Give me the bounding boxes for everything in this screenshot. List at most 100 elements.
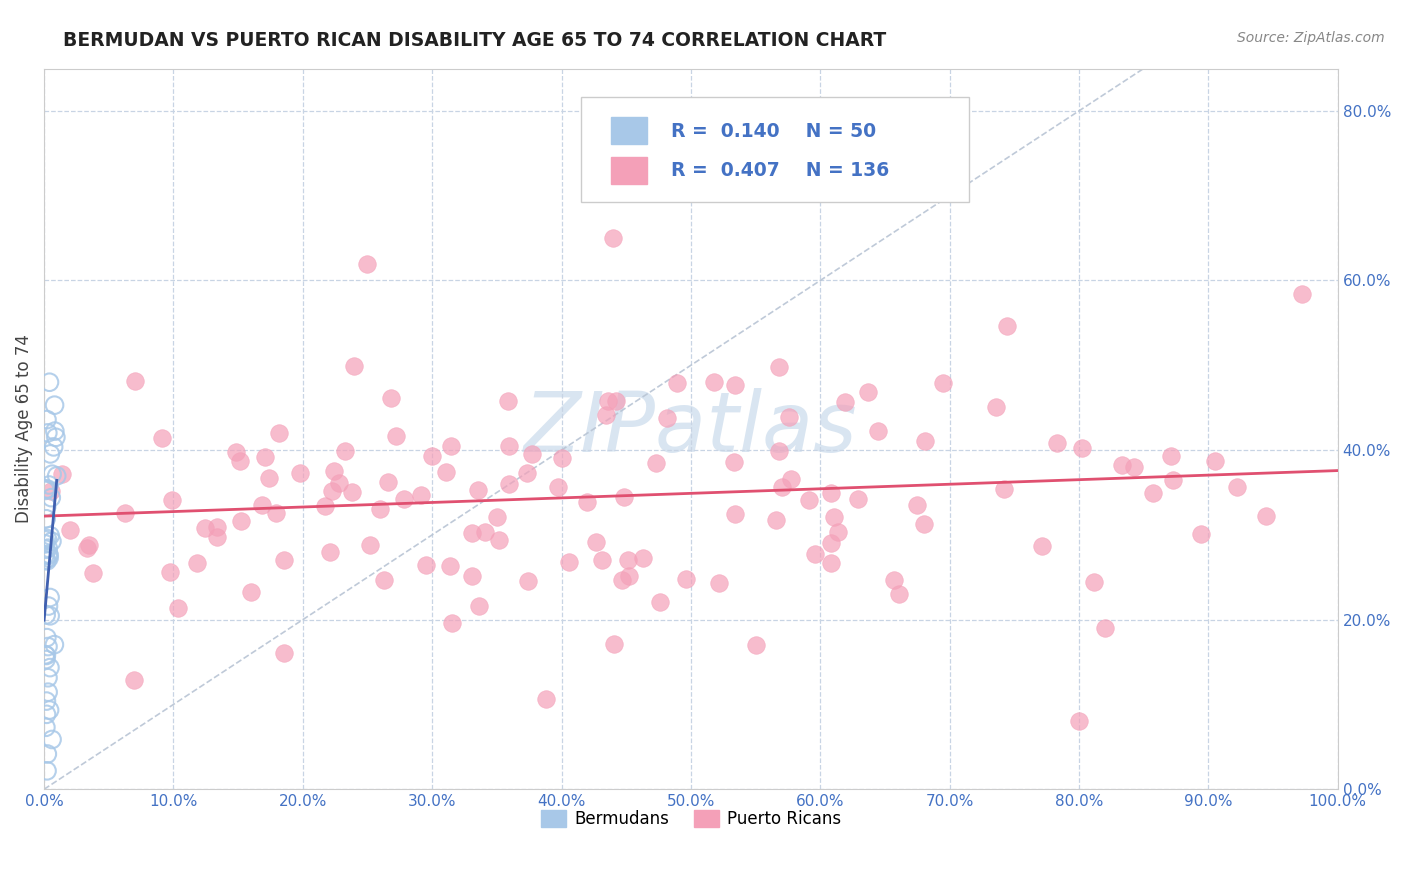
Point: [1204, 454, 1226, 468]
Point: [420, 450, 443, 464]
Point: [37, 482, 59, 496]
Point: [35, 648, 58, 663]
Point: [38, 478, 60, 492]
Point: [343, 359, 366, 374]
Point: [264, 506, 287, 520]
Point: [288, 466, 311, 480]
Point: [834, 395, 856, 409]
Point: [575, 495, 598, 509]
Point: [723, 455, 745, 469]
Point: [411, 488, 433, 502]
Point: [595, 408, 617, 422]
Point: [37, 532, 59, 546]
Point: [225, 445, 247, 459]
Point: [703, 375, 725, 389]
Point: [415, 558, 437, 572]
Point: [342, 485, 364, 500]
Point: [38, 376, 60, 390]
Point: [59, 523, 82, 537]
Point: [610, 573, 633, 587]
Point: [37, 541, 59, 556]
Point: [79, 538, 101, 552]
Point: [42, 440, 65, 454]
Point: [804, 547, 827, 561]
Point: [35, 412, 58, 426]
Point: [45, 430, 67, 444]
Point: [485, 510, 508, 524]
Point: [1070, 442, 1092, 456]
Point: [229, 453, 252, 467]
Point: [328, 476, 350, 491]
Point: [547, 480, 569, 494]
Point: [932, 376, 955, 390]
Point: [914, 434, 936, 449]
Point: [159, 565, 181, 579]
Point: [205, 519, 228, 533]
Point: [498, 476, 520, 491]
Point: [273, 646, 295, 660]
Point: [35, 512, 58, 526]
Point: [380, 391, 402, 405]
Point: [39, 447, 62, 461]
Point: [440, 439, 463, 453]
Point: [797, 493, 820, 508]
Point: [253, 450, 276, 464]
Point: [35, 707, 58, 722]
Point: [460, 569, 482, 583]
Point: [41, 732, 63, 747]
Point: [1094, 621, 1116, 635]
Point: [35, 764, 58, 778]
Point: [314, 499, 336, 513]
Point: [655, 410, 678, 425]
Text: ZIPatlas: ZIPatlas: [524, 388, 858, 469]
Point: [474, 524, 496, 539]
Point: [467, 483, 489, 497]
Point: [194, 521, 217, 535]
Point: [35, 652, 58, 666]
Point: [605, 394, 627, 409]
Point: [124, 374, 146, 388]
Point: [76, 541, 98, 555]
Point: [322, 465, 344, 479]
Point: [35, 720, 58, 734]
Point: [377, 475, 399, 490]
Point: [34, 553, 56, 567]
Point: [37, 640, 59, 654]
Point: [1226, 480, 1249, 494]
Point: [37, 747, 59, 761]
Point: [827, 524, 849, 539]
Point: [41, 534, 63, 549]
Point: [250, 498, 273, 512]
Point: [39, 491, 62, 505]
Point: [557, 555, 579, 569]
Point: [34, 548, 56, 562]
Point: [35, 483, 58, 497]
Point: [186, 556, 208, 570]
Point: [778, 409, 800, 424]
Point: [273, 552, 295, 566]
Point: [368, 502, 391, 516]
Point: [986, 400, 1008, 414]
Point: [780, 472, 803, 486]
Text: Source: ZipAtlas.com: Source: ZipAtlas.com: [1237, 31, 1385, 45]
Point: [617, 553, 640, 567]
Point: [231, 514, 253, 528]
Point: [1031, 539, 1053, 553]
Point: [1083, 575, 1105, 590]
Point: [631, 550, 654, 565]
Point: [259, 471, 281, 485]
Point: [38, 548, 60, 562]
Point: [37, 599, 59, 613]
Point: [167, 601, 190, 615]
Point: [488, 533, 510, 548]
Point: [856, 385, 879, 400]
Point: [724, 378, 747, 392]
Point: [267, 426, 290, 441]
FancyBboxPatch shape: [610, 157, 647, 184]
Point: [39, 660, 62, 674]
Point: [596, 393, 619, 408]
Point: [35, 607, 58, 622]
Point: [333, 443, 356, 458]
Point: [35, 631, 58, 645]
Point: [724, 507, 747, 521]
